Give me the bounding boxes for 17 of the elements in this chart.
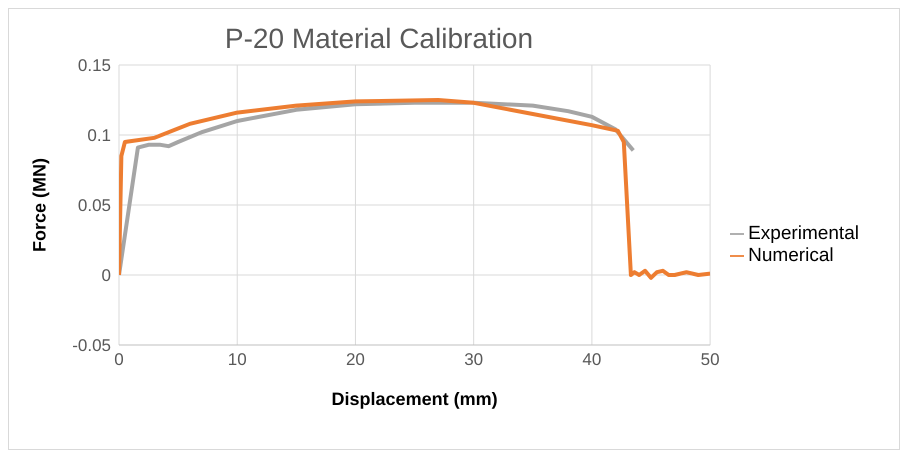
line-series — [119, 98, 710, 280]
x-tick-label: 10 — [228, 350, 247, 370]
y-tick-label: 0.15 — [78, 56, 111, 76]
x-axis-title: Displacement (mm) — [332, 389, 498, 409]
legend-label: Numerical — [748, 245, 834, 266]
chart-title: P-20 Material Calibration — [224, 23, 534, 55]
x-tick-label: 0 — [114, 350, 124, 370]
y-tick-label: 0.05 — [78, 196, 111, 216]
y-tick-label: 0 — [102, 266, 111, 286]
y-tick-label: -0.05 — [72, 336, 111, 356]
x-tick-label: 50 — [700, 350, 720, 370]
y-tick-label: 0.1 — [87, 126, 111, 146]
x-tick-label: 30 — [464, 350, 484, 370]
x-tick-label: 20 — [346, 350, 365, 370]
x-tick-label: 40 — [582, 350, 602, 370]
legend-label: Experimental — [748, 223, 859, 244]
y-axis-title: Force (MN) — [29, 158, 50, 252]
